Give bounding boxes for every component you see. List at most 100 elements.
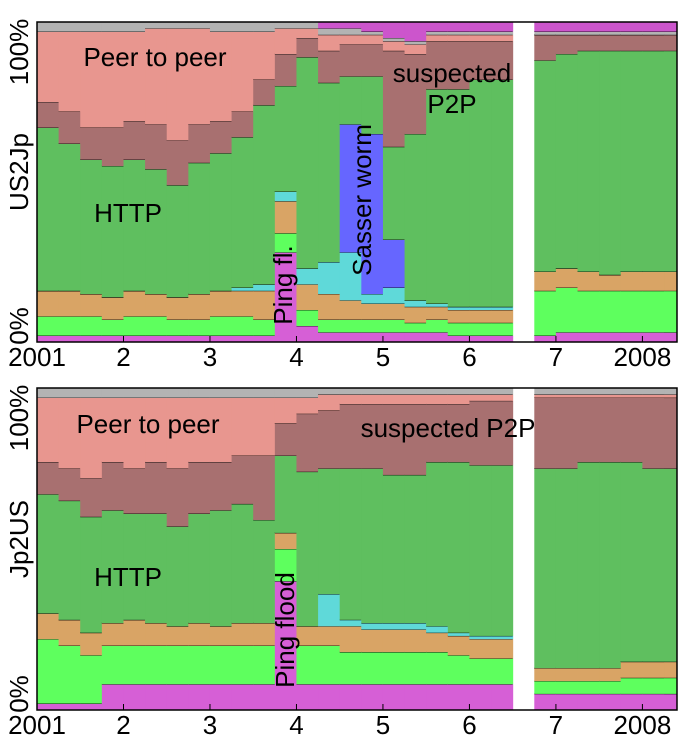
annotation: Sasser worm [347, 124, 377, 276]
area-segment [296, 57, 319, 269]
area-segment [274, 549, 297, 582]
area-segment [491, 388, 514, 395]
area-segment [620, 332, 643, 342]
area-segment [404, 388, 427, 395]
area-segment [361, 623, 384, 630]
annotation: suspected P2P [361, 413, 536, 443]
area-segment [80, 31, 103, 128]
area-segment [491, 335, 514, 342]
area-segment [274, 388, 297, 398]
area-segment [361, 629, 384, 653]
area-segment [58, 397, 81, 469]
area-segment [469, 465, 492, 636]
area-segment [361, 76, 384, 134]
area-segment [426, 626, 449, 633]
area-segment [382, 303, 406, 320]
area-segment [491, 322, 514, 336]
area-segment [296, 268, 319, 285]
area-segment [599, 290, 622, 333]
area-segment [101, 510, 124, 624]
area-segment [296, 284, 319, 310]
area-segment [253, 22, 276, 32]
area-segment [166, 388, 189, 398]
area-segment [318, 294, 341, 320]
area-segment [145, 388, 168, 398]
area-segment [209, 684, 233, 710]
area-segment [123, 388, 146, 398]
area-segment [37, 388, 60, 398]
area-segment [231, 388, 254, 398]
area-segment [534, 34, 557, 61]
x-tick-label: 2008 [613, 342, 671, 372]
area-segment [58, 335, 81, 342]
area-segment [469, 310, 492, 323]
area-segment [339, 319, 362, 333]
area-segment [555, 22, 579, 32]
area-segment [253, 319, 276, 336]
area-segment [231, 316, 254, 336]
area-segment [80, 516, 103, 633]
area-segment [209, 121, 233, 154]
area-segment [209, 397, 233, 463]
area-segment [339, 34, 362, 45]
area-segment [620, 661, 643, 678]
area-segment [426, 652, 449, 685]
area-segment [642, 397, 665, 469]
area-segment [534, 468, 557, 669]
x-tick-label: 2008 [613, 710, 671, 740]
area-segment [145, 684, 168, 710]
area-segment [166, 28, 189, 141]
x-tick-label: 7 [549, 342, 563, 372]
area-segment [339, 124, 362, 253]
area-segment [599, 394, 622, 398]
area-segment [426, 332, 449, 342]
area-segment [231, 503, 254, 624]
area-segment [339, 468, 362, 620]
area-segment [80, 335, 103, 342]
area-segment [404, 623, 427, 630]
area-segment [469, 388, 492, 395]
annotation: HTTP [94, 198, 162, 228]
area-segment [469, 322, 492, 336]
area-segment [58, 619, 81, 646]
annotation: P2P [427, 89, 476, 119]
area-segment [469, 394, 492, 401]
y-tick-label: 0% [4, 675, 34, 713]
area-segment [469, 41, 492, 80]
area-segment [447, 394, 470, 405]
area-segment [145, 462, 168, 514]
area-segment [361, 303, 384, 320]
area-segment [37, 613, 60, 640]
area-segment [253, 284, 276, 291]
area-segment [339, 22, 362, 29]
area-segment [555, 681, 579, 694]
area-segment [620, 34, 643, 51]
area-segment [339, 684, 362, 710]
area-segment [620, 677, 643, 694]
area-segment [447, 335, 470, 342]
area-segment [664, 34, 678, 51]
y-tick-label: 100% [4, 19, 34, 86]
area-segment [469, 34, 492, 42]
area-segment [426, 684, 449, 710]
x-tick-label: 2001 [8, 710, 66, 740]
area-segment [469, 400, 492, 466]
area-segment [491, 22, 514, 32]
area-segment [209, 645, 233, 685]
area-segment [145, 28, 168, 125]
annotation: HTTP [94, 562, 162, 592]
area-segment [404, 394, 427, 405]
area-segment [274, 532, 297, 549]
area-segment [274, 581, 297, 710]
area-segment [318, 82, 341, 262]
area-segment [318, 388, 341, 395]
area-segment [382, 629, 406, 653]
area-segment [318, 22, 341, 29]
area-segment [534, 335, 557, 342]
area-segment [188, 22, 211, 29]
area-segment [296, 22, 319, 29]
area-segment [447, 404, 470, 463]
area-segment [664, 332, 678, 342]
area-segment [209, 316, 233, 336]
area-segment [318, 28, 341, 35]
